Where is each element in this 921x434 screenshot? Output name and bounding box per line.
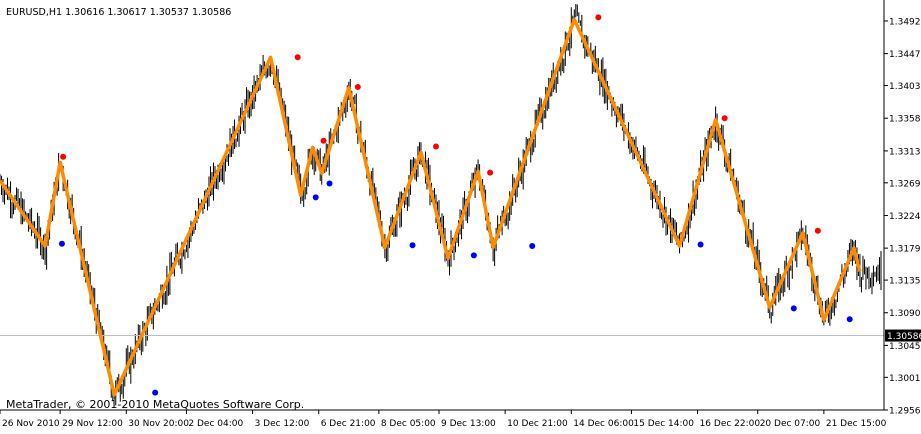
time-tick-label: 15 Dec 14:00	[633, 419, 694, 429]
upper-fractal-marker	[432, 143, 439, 150]
price-tick-label: 1.30900	[889, 309, 921, 319]
upper-fractal-marker	[487, 169, 494, 176]
time-tick-label: 14 Dec 06:00	[573, 419, 634, 429]
lower-fractal-marker	[846, 316, 853, 323]
time-tick-label: 21 Dec 15:00	[826, 419, 887, 429]
price-tick-label: 1.34030	[889, 82, 921, 92]
price-tick-label: 1.30450	[889, 342, 921, 352]
time-tick-label: 8 Dec 05:00	[381, 419, 436, 429]
price-tick-label: 1.31350	[889, 277, 921, 287]
lower-fractal-marker	[470, 252, 477, 259]
lower-fractal-marker	[152, 389, 159, 396]
upper-fractal-marker	[60, 153, 67, 160]
upper-fractal-marker	[595, 14, 602, 21]
fractal-markers	[58, 14, 853, 396]
upper-fractal-marker	[294, 54, 301, 61]
price-tick-label: 1.33580	[889, 115, 921, 125]
price-tick-label: 1.29560	[889, 407, 921, 417]
current-price-tag-label: 1.30586	[887, 332, 921, 342]
time-tick-label: 6 Dec 21:00	[321, 419, 376, 429]
lower-fractal-marker	[697, 241, 704, 248]
price-tick-label: 1.32690	[889, 179, 921, 189]
time-tick-label: 3 Dec 12:00	[255, 419, 310, 429]
upper-fractal-marker	[721, 115, 728, 122]
time-tick-label: 16 Dec 22:00	[700, 419, 761, 429]
time-axis[interactable]: 26 Nov 2010 29 Nov 12:00 30 Nov 20:00 2 Dec…	[0, 409, 887, 429]
lower-fractal-marker	[409, 242, 416, 249]
lower-fractal-marker	[312, 194, 319, 201]
upper-fractal-marker	[320, 137, 327, 144]
lower-fractal-marker	[529, 242, 536, 249]
price-tick-label: 1.32240	[889, 212, 921, 222]
price-tick-label: 1.30010	[889, 374, 921, 384]
time-tick-label: 30 Nov 20:00	[128, 419, 189, 429]
price-tick-label: 1.33130	[889, 147, 921, 157]
symbol-info-line: EURUSD,H1 1.30616 1.30617 1.30537 1.3058…	[6, 7, 231, 18]
time-tick-label: 10 Dec 21:00	[507, 419, 568, 429]
time-tick-label: 20 Dec 07:00	[760, 419, 821, 429]
price-axis[interactable]: 1.34920 1.34470 1.34030 1.33580 1.33130 1.326…	[883, 0, 921, 417]
lower-fractal-marker	[326, 180, 333, 187]
zigzag-line	[0, 17, 862, 397]
current-price-tag	[885, 329, 921, 342]
price-tick-label: 1.34470	[889, 50, 921, 60]
lower-fractal-marker	[58, 240, 65, 247]
lower-fractal-marker	[790, 305, 797, 312]
price-tick-label: 1.31790	[889, 245, 921, 255]
time-tick-label: 29 Nov 12:00	[62, 419, 123, 429]
price-tick-label: 1.34920	[889, 17, 921, 27]
zigzag-indicator	[0, 17, 862, 397]
time-tick-label: 9 Dec 13:00	[441, 419, 496, 429]
upper-fractal-marker	[814, 227, 821, 234]
time-tick-label: 26 Nov 2010	[2, 419, 60, 429]
time-tick-label: 2 Dec 04:00	[188, 419, 243, 429]
upper-fractal-marker	[354, 84, 361, 91]
copyright-text: MetaTrader, © 2001-2010 MetaQuotes Softw…	[6, 398, 304, 411]
